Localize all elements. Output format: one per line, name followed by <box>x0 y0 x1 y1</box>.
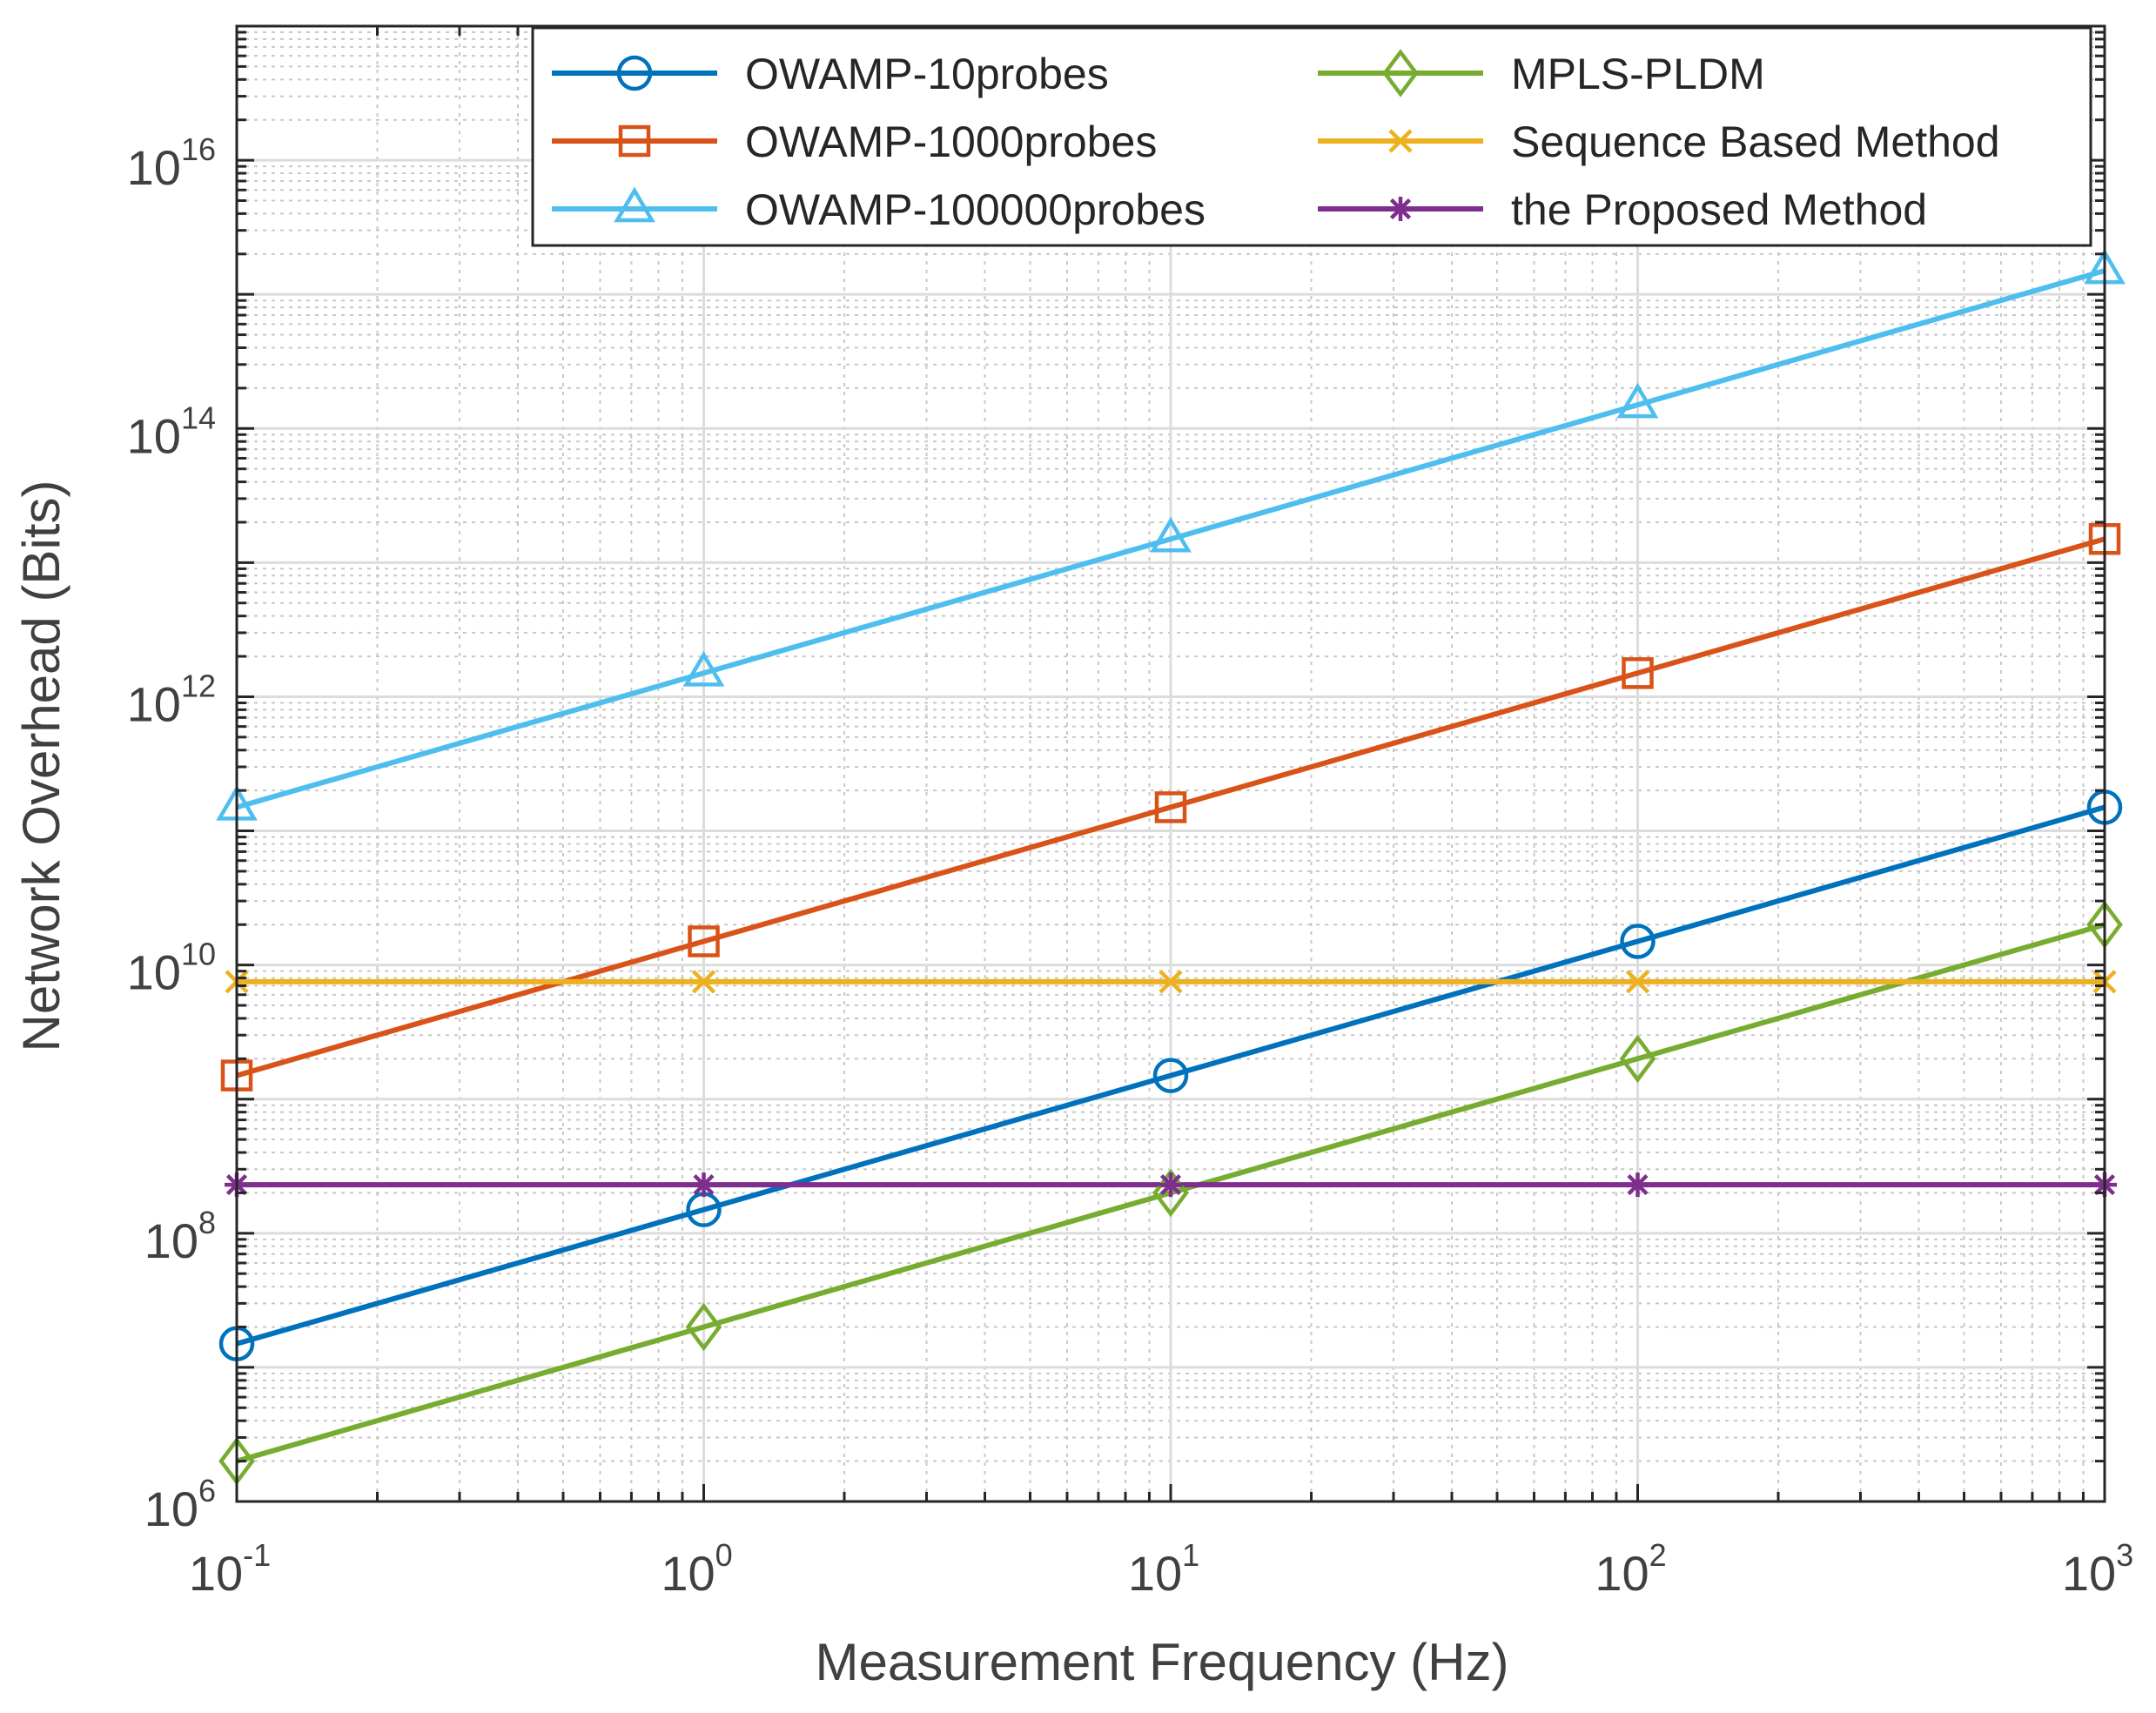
legend-label-5: Sequence Based Method <box>1511 118 2000 166</box>
x-tick-exponent: 1 <box>1182 1537 1199 1573</box>
data-point-s4-4 <box>1619 1034 1656 1084</box>
data-point-s2-3 <box>1154 791 1187 823</box>
y-tick-base: 10 <box>127 676 181 731</box>
series-line-3 <box>236 268 2106 810</box>
legend-box <box>531 26 2092 247</box>
x-tick-label: 101 <box>1128 1537 1199 1601</box>
x-axis-label: Measurement Frequency (Hz) <box>816 1633 1509 1691</box>
y-tick-label: 1016 <box>127 131 216 195</box>
data-point-s1-3 <box>1152 1058 1189 1093</box>
y-tick-base: 10 <box>127 140 181 195</box>
x-tick-label: 102 <box>1595 1537 1666 1601</box>
y-tick-label: 108 <box>144 1205 216 1268</box>
x-tick-base: 10 <box>661 1546 715 1601</box>
y-tick-exponent: 14 <box>181 400 216 435</box>
data-point-s5-2 <box>691 970 716 994</box>
y-tick-exponent: 10 <box>181 937 216 972</box>
y-tick-exponent: 16 <box>181 131 216 167</box>
data-point-s1-4 <box>1620 924 1656 959</box>
series-line-1 <box>236 804 2106 1347</box>
legend-swatch-marker-5 <box>1388 129 1413 153</box>
y-tick-base: 10 <box>144 1481 198 1536</box>
y-tick-exponent: 8 <box>198 1205 216 1240</box>
x-tick-label: 10-1 <box>189 1537 271 1601</box>
x-tick-base: 10 <box>2062 1546 2116 1601</box>
legend-swatch-marker-1 <box>616 55 653 91</box>
x-tick-exponent: -1 <box>243 1537 271 1573</box>
series-line-2 <box>236 536 2106 1078</box>
x-tick-label: 103 <box>2062 1537 2133 1601</box>
y-tick-label: 106 <box>144 1473 216 1536</box>
x-tick-base: 10 <box>1595 1546 1649 1601</box>
legend-label-3: OWAMP-100000probes <box>745 185 1206 234</box>
data-point-s3-2 <box>682 650 725 687</box>
legend-label-4: MPLS-PLDM <box>1511 50 1765 98</box>
legend-label-6: the Proposed Method <box>1511 185 1927 234</box>
x-tick-base: 10 <box>1128 1546 1182 1601</box>
data-point-s2-2 <box>688 925 720 957</box>
x-tick-exponent: 3 <box>2116 1537 2133 1573</box>
y-tick-base: 10 <box>144 1213 198 1268</box>
data-point-s5-3 <box>1159 970 1183 994</box>
data-point-s5-4 <box>1625 970 1650 994</box>
y-tick-label: 1014 <box>127 400 216 463</box>
legend-swatch-marker-2 <box>618 124 651 158</box>
data-point-s4-2 <box>685 1302 722 1352</box>
data-point-s6-2 <box>691 1172 716 1198</box>
data-point-s6-4 <box>1625 1172 1650 1198</box>
y-tick-base: 10 <box>127 408 181 463</box>
x-tick-base: 10 <box>189 1546 243 1601</box>
legend-label-2: OWAMP-1000probes <box>745 118 1157 166</box>
legend: OWAMP-10probes OWAMP-1000probes OWAMP-1000… <box>531 26 2092 247</box>
y-tick-label: 1012 <box>127 668 216 731</box>
legend-swatch-marker-3 <box>614 186 655 223</box>
legend-swatch-marker-4 <box>1382 49 1419 97</box>
y-tick-exponent: 6 <box>198 1473 216 1508</box>
data-point-s2-4 <box>1622 657 1654 689</box>
data-point-s3-4 <box>1616 382 1659 419</box>
y-axis-label: Network Overhead (Bits) <box>12 480 71 1052</box>
x-tick-exponent: 2 <box>1649 1537 1667 1573</box>
data-point-s6-3 <box>1159 1172 1183 1198</box>
legend-swatch-marker-6 <box>1388 197 1413 221</box>
x-tick-labels: 10-1 100 101 102 103 <box>189 1537 2133 1601</box>
x-tick-exponent: 0 <box>715 1537 733 1573</box>
x-tick-label: 100 <box>661 1537 732 1601</box>
y-tick-base: 10 <box>127 945 181 1000</box>
data-point-s3-3 <box>1150 516 1192 553</box>
y-tick-label: 1010 <box>127 937 216 1000</box>
legend-label-1: OWAMP-10probes <box>745 50 1109 98</box>
y-tick-exponent: 12 <box>181 668 216 703</box>
grid-lines <box>237 26 2105 1501</box>
